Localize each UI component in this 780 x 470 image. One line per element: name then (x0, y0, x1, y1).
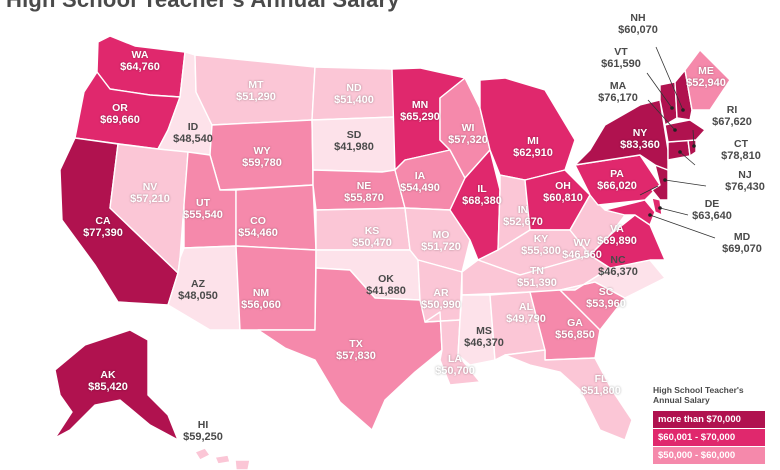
label-de: DE $63,640 (692, 198, 732, 222)
state-tx[interactable] (257, 267, 443, 431)
callout-dot-ct (678, 150, 682, 154)
callout-line-md (649, 214, 716, 239)
callout-dot-de (658, 206, 662, 210)
label-ut: UT $55,540 (183, 197, 223, 221)
legend-title: High School Teacher's Annual Salary (653, 385, 744, 405)
label-nd: ND $51,400 (334, 82, 374, 106)
state-hi-island-1[interactable] (194, 447, 211, 461)
callout-dot-md (648, 213, 652, 217)
label-sc: SC $53,960 (586, 286, 626, 310)
state-ct[interactable] (667, 139, 691, 161)
callout-dot-ma (673, 128, 677, 132)
legend-item-tier3: $50,000 - $60,000 (653, 447, 765, 464)
label-nm: NM $56,060 (241, 287, 281, 311)
callout-line-nh (655, 46, 684, 111)
label-wv: WV $46,560 (562, 237, 602, 261)
label-ri: RI $67,620 (712, 104, 752, 128)
callout-dot-nj (663, 178, 667, 182)
label-mi: MI $62,910 (513, 135, 553, 159)
state-me[interactable] (684, 49, 731, 111)
state-ak[interactable] (54, 329, 179, 441)
label-ny: NY $83,360 (620, 127, 660, 151)
label-id: ID $48,540 (173, 121, 213, 145)
label-mn: MN $65,290 (400, 99, 440, 123)
callout-dot-nh (681, 108, 685, 112)
label-ca: CA $77,390 (83, 215, 123, 239)
state-nv[interactable] (109, 143, 189, 274)
label-ne: NE $55,870 (344, 180, 384, 204)
label-md: MD $69,070 (722, 231, 762, 255)
label-ia: IA $54,490 (400, 170, 440, 194)
label-ok: OK $41,880 (366, 273, 406, 297)
label-in: IN $52,670 (503, 204, 543, 228)
label-tn: TN $51,390 (517, 265, 557, 289)
callout-line-ct (679, 151, 696, 166)
label-fl: FL $51,800 (581, 373, 621, 397)
label-va: VA $69,890 (597, 223, 637, 247)
state-ma[interactable] (664, 119, 706, 143)
state-nh[interactable] (674, 69, 693, 121)
label-nj: NJ $76,430 (725, 169, 765, 193)
label-pa: PA $66,020 (597, 168, 637, 192)
label-ar: AR $50,990 (421, 287, 461, 311)
label-sd: SD $41,980 (334, 129, 374, 153)
state-hi-island-3[interactable] (234, 459, 251, 470)
label-me: ME $52,940 (686, 65, 726, 89)
callout-line-ri (692, 129, 695, 147)
label-ct: CT $78,810 (721, 138, 761, 162)
state-va[interactable] (589, 214, 666, 269)
label-mo: MO $51,720 (421, 229, 461, 253)
state-de[interactable] (651, 197, 663, 216)
label-ms: MS $46,370 (464, 325, 504, 349)
callout-line-pa (639, 185, 659, 196)
state-md[interactable] (604, 199, 656, 226)
label-il: IL $68,380 (462, 183, 502, 207)
state-ri[interactable] (687, 139, 697, 157)
legend-item-tier2: $60,001 - $70,000 (653, 429, 765, 446)
legend-item-tier1: more than $70,000 (653, 411, 765, 428)
label-tx: TX $57,830 (336, 338, 376, 362)
label-la: LA $50,700 (435, 353, 475, 377)
label-al: AL $49,790 (506, 301, 546, 325)
label-ga: GA $56,850 (555, 317, 595, 341)
label-ak: AK $85,420 (88, 369, 128, 393)
callout-line-nj (664, 179, 707, 187)
page-title: High School Teacher's Annual Salary (6, 0, 400, 13)
callout-line-ma (647, 99, 676, 131)
label-oh: OH $60,810 (543, 180, 583, 204)
label-wa: WA $64,760 (120, 49, 160, 73)
label-hi: HI $59,250 (183, 419, 223, 443)
state-fl[interactable] (504, 349, 633, 441)
legend: High School Teacher's Annual Salary more… (653, 385, 765, 465)
label-ky: KY $55,300 (521, 233, 561, 257)
label-wi: WI $57,320 (448, 122, 488, 146)
label-nv: NV $57,210 (130, 181, 170, 205)
label-ma: MA $76,170 (598, 80, 638, 104)
callout-dot-vt (670, 106, 674, 110)
label-nh: NH $60,070 (618, 12, 658, 36)
callout-line-de (659, 207, 689, 216)
label-or: OR $69,660 (100, 102, 140, 126)
label-co: CO $54,460 (238, 215, 278, 239)
label-az: AZ $48,050 (178, 278, 218, 302)
callout-lines (639, 46, 716, 239)
callout-line-vt (646, 72, 673, 109)
state-hi-island-2[interactable] (214, 454, 231, 465)
callout-dot-ri (692, 144, 696, 148)
label-vt: VT $61,590 (601, 46, 641, 70)
label-mt: MT $51,290 (236, 79, 276, 103)
label-wy: WY $59,780 (242, 145, 282, 169)
label-nc: NC $46,370 (598, 254, 638, 278)
label-ks: KS $50,470 (352, 225, 392, 249)
